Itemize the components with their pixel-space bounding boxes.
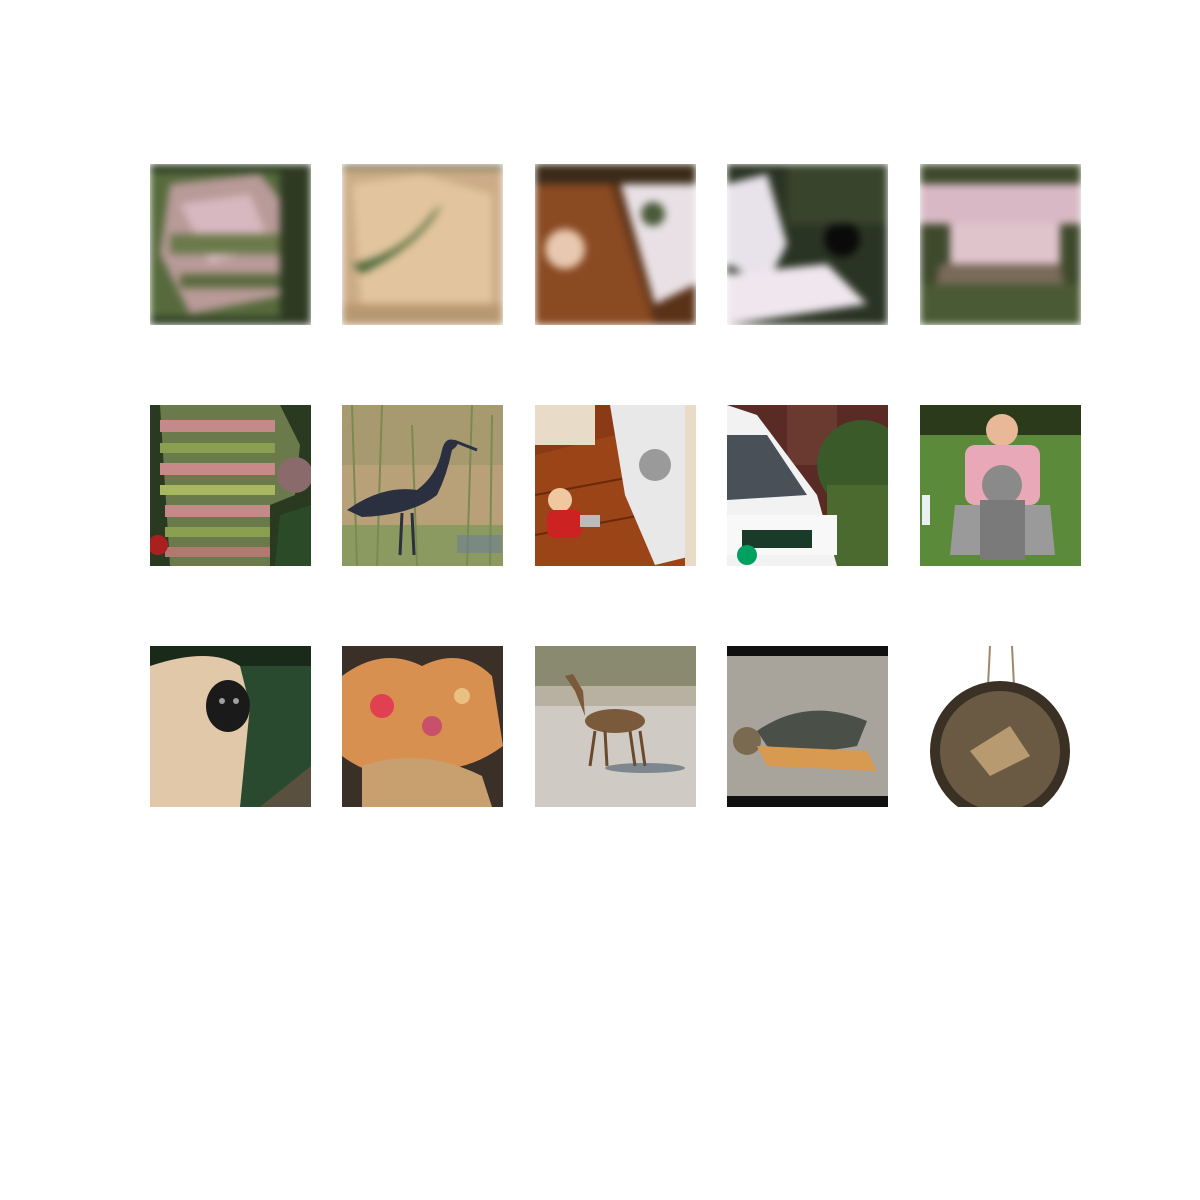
image-tile-snapping-turtle <box>727 646 888 807</box>
heron-in-grass-image <box>342 405 503 566</box>
blurry-knit-image <box>150 164 311 325</box>
image-tile-knitted-mitten <box>150 405 311 566</box>
blurry-van-image <box>727 164 888 325</box>
image-tile-gazelle <box>535 646 696 807</box>
image-tile-blurry-bird <box>342 164 503 325</box>
gong-image <box>920 646 1081 807</box>
snapping-turtle-image <box>727 646 888 807</box>
gibbon-image <box>150 646 311 807</box>
image-tile-gibbon <box>150 646 311 807</box>
image-tile-blurry-room <box>535 164 696 325</box>
image-tile-heron-in-grass <box>342 405 503 566</box>
image-tile-baby-on-floor <box>535 405 696 566</box>
white-van-image <box>727 405 888 566</box>
coral-image <box>342 646 503 807</box>
knitted-mitten-image <box>150 405 311 566</box>
blurry-dog-image <box>920 164 1081 325</box>
baby-on-floor-image <box>535 405 696 566</box>
image-tile-white-van <box>727 405 888 566</box>
gazelle-image <box>535 646 696 807</box>
blurry-bird-image <box>342 164 503 325</box>
blurry-room-image <box>535 164 696 325</box>
image-tile-woman-with-dog <box>920 405 1081 566</box>
image-tile-coral <box>342 646 503 807</box>
image-tile-blurry-dog <box>920 164 1081 325</box>
woman-with-dog-image <box>920 405 1081 566</box>
image-tile-blurry-van <box>727 164 888 325</box>
image-tile-blurry-knit <box>150 164 311 325</box>
image-tile-gong <box>920 646 1081 807</box>
